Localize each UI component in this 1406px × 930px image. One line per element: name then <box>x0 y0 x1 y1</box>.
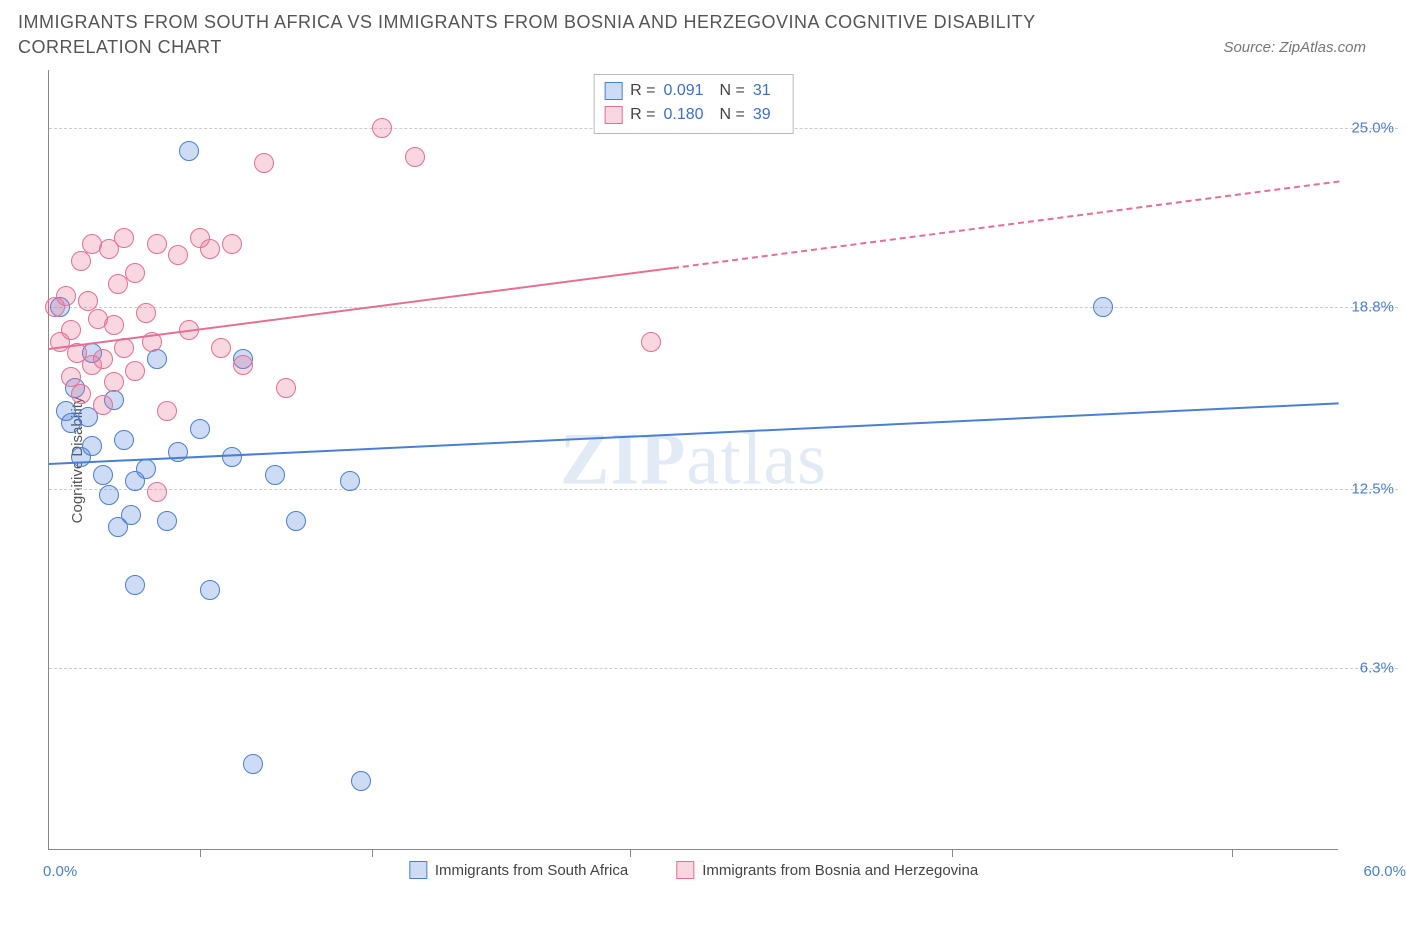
data-point <box>71 251 91 271</box>
data-point <box>104 315 124 335</box>
legend-swatch <box>604 106 622 124</box>
data-point <box>99 485 119 505</box>
data-point <box>61 320 81 340</box>
n-value: 31 <box>753 79 779 103</box>
stats-row: R =0.180N =39 <box>604 103 779 127</box>
legend-item: Immigrants from South Africa <box>409 861 628 879</box>
r-value: 0.180 <box>664 103 712 127</box>
data-point <box>82 436 102 456</box>
y-tick-label: 18.8% <box>1351 299 1394 316</box>
data-point <box>136 303 156 323</box>
data-point <box>93 465 113 485</box>
data-point <box>93 395 113 415</box>
trend-line <box>49 403 1339 466</box>
data-point <box>157 511 177 531</box>
data-point <box>243 754 263 774</box>
legend-swatch <box>676 861 694 879</box>
data-point <box>71 384 91 404</box>
source-label: Source: ZipAtlas.com <box>1223 39 1366 60</box>
data-point <box>157 401 177 421</box>
chart-title: IMMIGRANTS FROM SOUTH AFRICA VS IMMIGRAN… <box>18 10 1118 60</box>
data-point <box>56 286 76 306</box>
y-tick-label: 12.5% <box>1351 481 1394 498</box>
trend-line-dashed <box>672 180 1339 269</box>
r-value: 0.091 <box>664 79 712 103</box>
data-point <box>125 263 145 283</box>
data-point <box>372 118 392 138</box>
data-point <box>147 349 167 369</box>
data-point <box>179 141 199 161</box>
data-point <box>222 234 242 254</box>
scatter-chart: ZIPatlas 6.3%12.5%18.8%25.0%0.0%60.0%R =… <box>48 70 1338 850</box>
data-point <box>104 372 124 392</box>
stats-row: R =0.091N =31 <box>604 79 779 103</box>
data-point <box>340 471 360 491</box>
data-point <box>190 419 210 439</box>
data-point <box>147 482 167 502</box>
data-point <box>125 575 145 595</box>
data-point <box>93 349 113 369</box>
data-point <box>147 234 167 254</box>
data-point <box>405 147 425 167</box>
data-point <box>641 332 661 352</box>
y-tick-label: 25.0% <box>1351 120 1394 137</box>
stats-legend: R =0.091N =31R =0.180N =39 <box>593 74 794 134</box>
y-tick-label: 6.3% <box>1360 660 1394 677</box>
data-point <box>276 378 296 398</box>
x-tick <box>200 849 201 857</box>
gridline <box>49 668 1398 669</box>
data-point <box>108 274 128 294</box>
data-point <box>136 459 156 479</box>
x-min-label: 0.0% <box>43 863 77 880</box>
x-max-label: 60.0% <box>1363 863 1406 880</box>
n-value: 39 <box>753 103 779 127</box>
data-point <box>125 361 145 381</box>
data-point <box>233 355 253 375</box>
legend-swatch <box>409 861 427 879</box>
data-point <box>351 771 371 791</box>
data-point <box>168 245 188 265</box>
x-tick <box>630 849 631 857</box>
data-point <box>1093 297 1113 317</box>
data-point <box>222 447 242 467</box>
legend-label: Immigrants from Bosnia and Herzegovina <box>702 862 978 879</box>
data-point <box>200 239 220 259</box>
x-tick <box>1232 849 1233 857</box>
data-point <box>211 338 231 358</box>
legend-label: Immigrants from South Africa <box>435 862 628 879</box>
legend-swatch <box>604 82 622 100</box>
data-point <box>254 153 274 173</box>
x-tick <box>372 849 373 857</box>
x-tick <box>952 849 953 857</box>
legend-item: Immigrants from Bosnia and Herzegovina <box>676 861 978 879</box>
gridline <box>49 489 1398 490</box>
data-point <box>286 511 306 531</box>
data-point <box>121 505 141 525</box>
data-point <box>265 465 285 485</box>
data-point <box>114 430 134 450</box>
data-point <box>114 228 134 248</box>
gridline <box>49 307 1398 308</box>
series-legend: Immigrants from South Africa Immigrants f… <box>409 861 978 879</box>
data-point <box>200 580 220 600</box>
